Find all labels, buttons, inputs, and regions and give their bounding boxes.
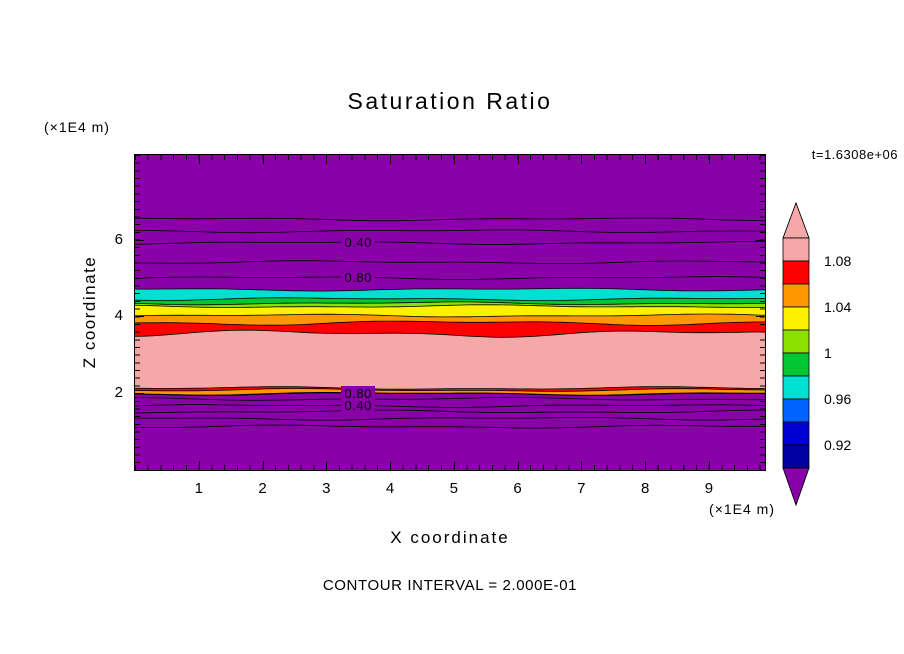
x-tick-label: 7: [577, 480, 586, 497]
contour-line: [135, 392, 765, 396]
z-major-tick: [756, 393, 764, 395]
contour-line: [135, 424, 765, 429]
x-tick-label: 9: [704, 480, 714, 497]
x-major-tick: [453, 461, 455, 469]
contour-line-label: 0.40: [341, 397, 376, 413]
x-major-tick: [198, 156, 200, 164]
colorbar-tick-label: 1.08: [824, 253, 852, 269]
contour-fill-band: [135, 330, 765, 390]
x-tick-label: 3: [322, 480, 331, 497]
z-minor-ticks-right: [760, 155, 765, 470]
band-boundary-line: [135, 304, 765, 308]
z-major-tick: [756, 239, 764, 241]
colorbar-canvas: [782, 201, 810, 507]
band-boundary-line: [135, 320, 765, 326]
colorbar-band: [782, 421, 810, 446]
x-major-tick: [581, 461, 583, 469]
y-axis-unit-label: (×1E4 m): [44, 119, 110, 135]
band-boundary-line: [135, 297, 765, 301]
colorbar-tick-label: 1: [824, 345, 832, 361]
colorbar: 1.08 1.04 1 0.96 0.92: [776, 201, 900, 514]
x-major-tick: [517, 156, 519, 164]
contour-line-label: 0.80: [341, 269, 376, 285]
colorbar-band: [782, 237, 810, 262]
colorbar-band: [782, 444, 810, 469]
contour-line: [135, 260, 765, 264]
contour-line: [135, 404, 765, 408]
z-major-tick: [136, 239, 144, 241]
band-boundary-line: [135, 386, 765, 390]
x-major-tick: [645, 156, 647, 164]
x-major-tick: [581, 156, 583, 164]
x-minor-ticks-bottom: [135, 465, 765, 470]
x-major-tick: [326, 461, 328, 469]
contour-line: [135, 241, 765, 245]
contour-fill-band: [135, 388, 765, 396]
z-tick-label: 2: [114, 384, 123, 402]
x-major-tick: [390, 156, 392, 164]
x-major-tick: [198, 461, 200, 469]
band-boundary-line: [135, 388, 765, 392]
z-major-tick: [756, 316, 764, 318]
contour-line-label: 0.40: [341, 234, 376, 250]
z-minor-ticks-left: [135, 155, 140, 470]
colorbar-band: [782, 283, 810, 308]
colorbar-tick-label: 1.04: [824, 299, 852, 315]
contour-line: [135, 276, 765, 280]
colorbar-bottom-cap: [782, 467, 810, 507]
colorbar-band: [782, 329, 810, 354]
x-tick-label: 1: [194, 480, 203, 497]
x-major-tick: [645, 461, 647, 469]
band-boundary-line: [135, 313, 765, 318]
time-annotation: t=1.6308e+06: [811, 147, 898, 162]
colorbar-band: [782, 398, 810, 423]
x-tick-label: 6: [513, 480, 522, 497]
x-minor-ticks-top: [135, 155, 765, 160]
x-major-tick: [262, 156, 264, 164]
z-major-tick: [136, 316, 144, 318]
contour-line: [135, 397, 765, 401]
x-tick-label: 4: [385, 480, 395, 497]
contour-line: [135, 217, 765, 222]
colorbar-tick-label: 0.96: [824, 391, 852, 407]
contour-plot-canvas: [135, 217, 765, 429]
contour-line-label: 0.80: [341, 385, 376, 401]
x-axis-title: X coordinate: [390, 528, 510, 547]
z-tick-label: 4: [114, 307, 123, 325]
x-major-tick: [390, 461, 392, 469]
x-tick-label: 2: [258, 480, 267, 497]
colorbar-band: [782, 260, 810, 285]
x-major-tick: [262, 461, 264, 469]
x-axis-unit-label: (×1E4 m): [709, 501, 775, 517]
colorbar-band: [782, 306, 810, 331]
band-boundary-line: [135, 329, 765, 338]
x-major-tick: [326, 156, 328, 164]
contour-line: [135, 409, 765, 414]
contour-line: [135, 229, 765, 234]
colorbar-tick-label: 0.92: [824, 437, 852, 453]
chart-title: Saturation Ratio: [347, 88, 553, 114]
z-major-tick: [136, 393, 144, 395]
x-tick-label: 8: [640, 480, 650, 497]
x-tick-label: 5: [449, 480, 458, 497]
x-major-tick: [453, 156, 455, 164]
contour-fill-band: [135, 304, 765, 317]
colorbar-band: [782, 352, 810, 377]
colorbar-top-cap: [782, 201, 810, 239]
contour-interval-label: CONTOUR INTERVAL = 2.000E-01: [322, 577, 578, 594]
z-tick-label: 6: [114, 230, 123, 248]
band-boundary-line: [135, 301, 765, 306]
colorbar-band: [782, 375, 810, 400]
x-major-tick: [708, 461, 710, 469]
x-major-tick: [708, 156, 710, 164]
contour-fill-band: [135, 314, 765, 326]
contour-line: [135, 417, 765, 421]
x-major-tick: [517, 461, 519, 469]
plot-area: 0.40 0.80 0.80 0.40: [134, 154, 766, 471]
band-boundary-line: [135, 287, 765, 292]
